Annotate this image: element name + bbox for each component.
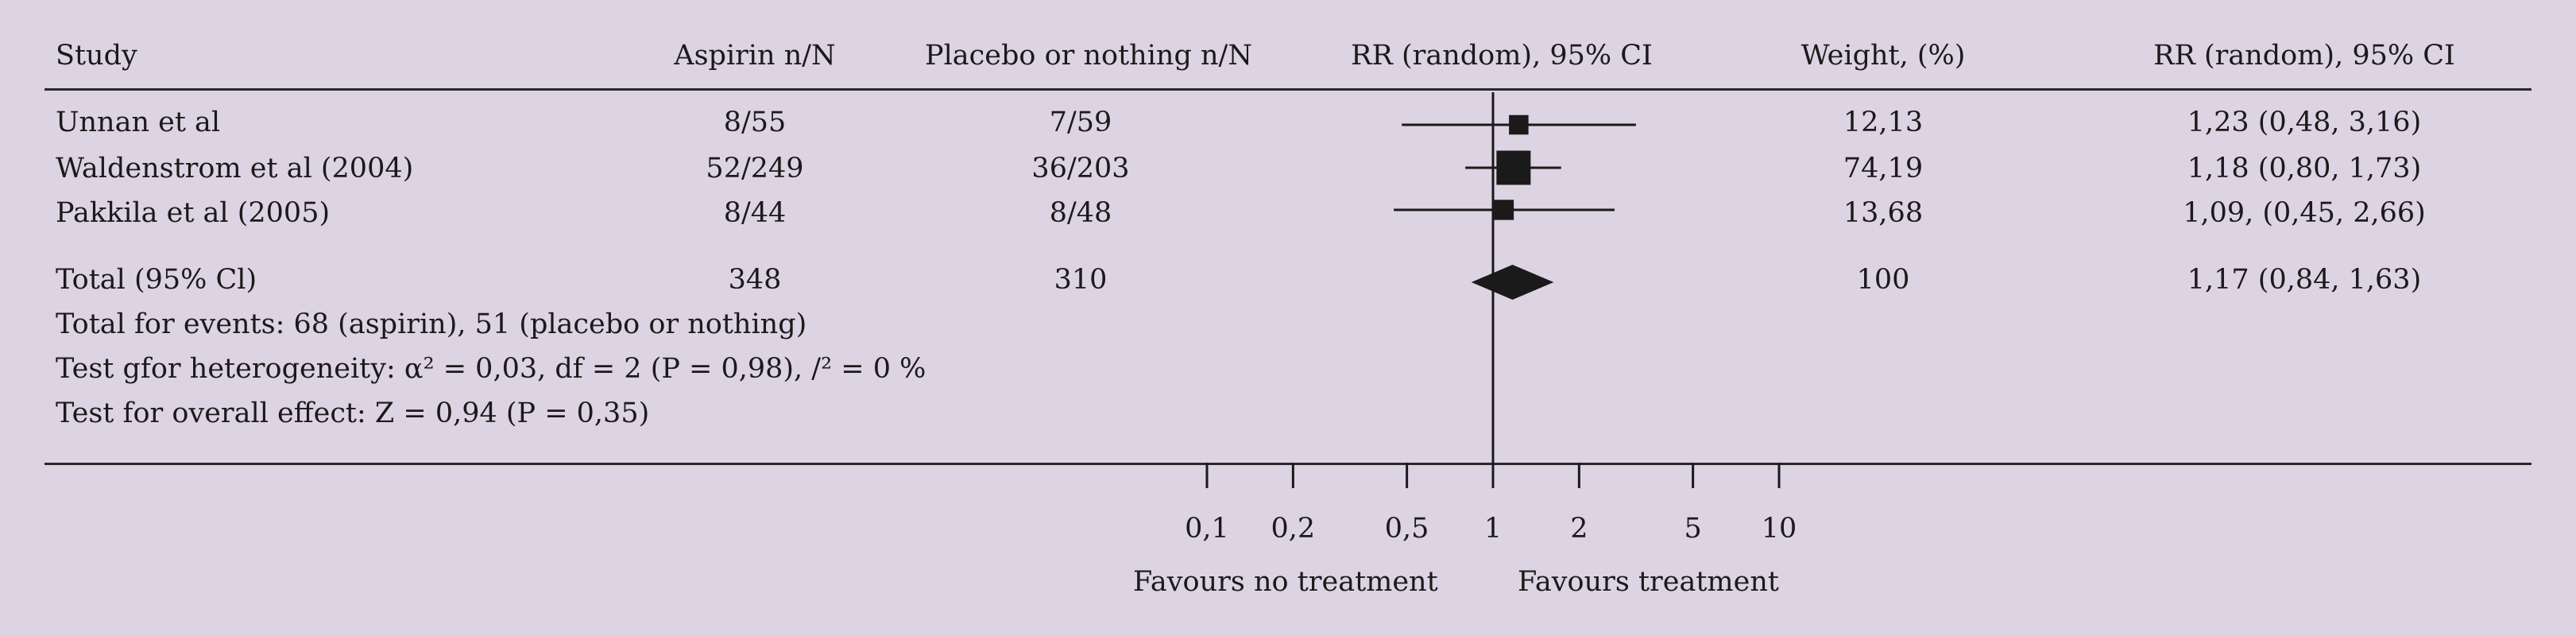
tick-label: 2 — [1570, 513, 1588, 545]
study-placebo-0: 7/59 — [1049, 107, 1112, 138]
total-name: Total (95% Cl) — [56, 264, 257, 296]
tick-label: 0,1 — [1185, 513, 1229, 545]
header-study: Study — [56, 40, 137, 72]
study-placebo-1: 36/203 — [1031, 153, 1130, 184]
pooled-effect-diamond — [1471, 265, 1554, 300]
total-rr: 1,17 (0,84, 1,63) — [2187, 264, 2422, 296]
header-aspirin: Aspirin n/N — [674, 40, 836, 72]
tick-label: 1 — [1483, 513, 1503, 545]
tick-label: 0,5 — [1384, 513, 1429, 545]
header-rr-text: RR (random), 95% CI — [2153, 40, 2455, 72]
study-point-square — [1509, 114, 1529, 135]
study-weight-1: 74,19 — [1843, 153, 1924, 184]
study-name-1: Waldenstrom et al (2004) — [56, 153, 414, 184]
study-rr-2: 1,09, (0,45, 2,66) — [2183, 197, 2426, 229]
tick-label: 10 — [1761, 513, 1797, 545]
study-aspirin-2: 8/44 — [723, 197, 787, 229]
header-rule — [44, 88, 2532, 91]
study-aspirin-1: 52/249 — [706, 153, 804, 184]
total-aspirin: 348 — [728, 264, 782, 296]
header-rr-plot: RR (random), 95% CI — [1351, 40, 1653, 72]
total-weight: 100 — [1856, 264, 1910, 296]
study-point-square — [1496, 150, 1531, 185]
tick-label: 5 — [1684, 513, 1702, 545]
study-weight-0: 12,13 — [1843, 107, 1924, 138]
favours-right-label: Favours treatment — [1518, 566, 1779, 598]
study-rr-0: 1,23 (0,48, 3,16) — [2187, 107, 2422, 138]
study-name-2: Pakkila et al (2005) — [56, 197, 331, 229]
favours-left-label: Favours no treatment — [1133, 566, 1438, 598]
study-placebo-2: 8/48 — [1049, 197, 1112, 229]
study-weight-2: 13,68 — [1843, 197, 1924, 229]
note-events: Total for events: 68 (aspirin), 51 (plac… — [56, 308, 807, 340]
study-rr-1: 1,18 (0,80, 1,73) — [2187, 153, 2422, 184]
study-name-0: Unnan et al — [56, 107, 221, 138]
tick-label: 0,2 — [1271, 513, 1316, 545]
study-point-square — [1493, 200, 1514, 220]
note-overall-effect: Test for overall effect: Z = 0,94 (P = 0… — [56, 398, 650, 429]
note-heterogeneity: Test gfor heterogeneity: α² = 0,03, df =… — [56, 353, 926, 385]
header-placebo: Placebo or nothing n/N — [925, 40, 1252, 72]
bottom-rule — [44, 463, 2532, 465]
total-placebo: 310 — [1054, 264, 1108, 296]
study-aspirin-0: 8/55 — [723, 107, 787, 138]
header-weight: Weight, (%) — [1800, 40, 1966, 72]
